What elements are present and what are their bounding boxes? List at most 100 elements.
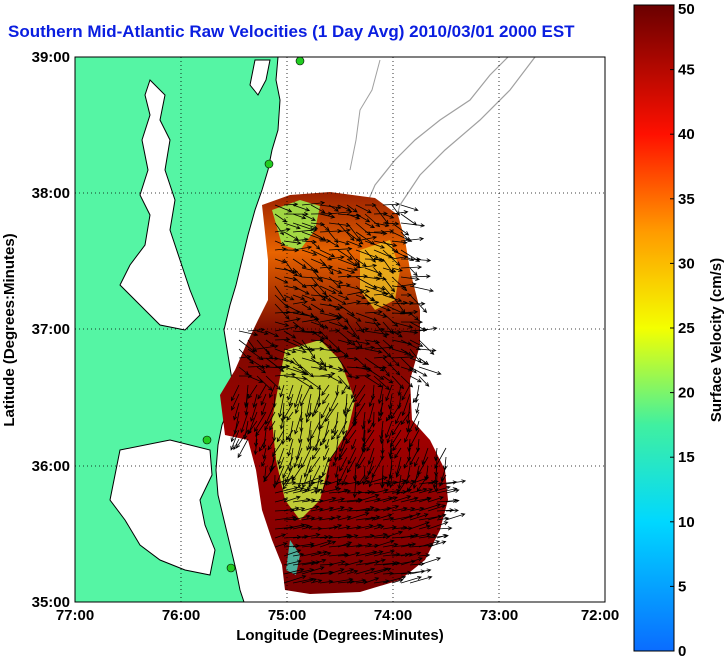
velocity-arrow	[445, 508, 460, 513]
velocity-arrow	[292, 488, 309, 494]
velocity-arrow	[320, 402, 330, 419]
velocity-arrow	[365, 465, 375, 481]
colorbar-tick-label: 10	[678, 514, 695, 531]
velocity-arrow	[339, 456, 348, 472]
velocity-arrow	[283, 575, 307, 584]
velocity-arrow	[436, 526, 453, 531]
velocity-arrow	[310, 231, 327, 241]
velocity-arrow	[385, 420, 393, 439]
velocity-arrow	[418, 553, 431, 558]
velocity-arrow	[323, 447, 330, 461]
velocity-arrow	[346, 249, 360, 266]
velocity-arrow	[409, 476, 430, 485]
velocity-arrow	[288, 393, 294, 407]
velocity-arrow	[257, 384, 267, 400]
velocity-arrow	[263, 465, 276, 483]
velocity-arrow	[319, 204, 342, 210]
velocity-arrow	[328, 204, 339, 212]
velocity-arrow	[319, 429, 330, 447]
velocity-arrow	[373, 240, 398, 248]
velocity-arrow	[310, 374, 333, 379]
velocity-arrow	[310, 240, 321, 250]
velocity-arrow	[412, 465, 420, 490]
velocity-arrow	[337, 579, 355, 584]
velocity-arrow	[382, 488, 401, 494]
velocity-arrow	[238, 330, 259, 337]
velocity-arrow	[346, 551, 361, 557]
velocity-arrow	[378, 402, 384, 417]
velocity-arrow	[364, 300, 380, 305]
velocity-arrow	[274, 348, 291, 356]
velocity-arrow	[301, 317, 320, 323]
velocity-arrow	[256, 366, 267, 374]
velocity-arrow	[292, 267, 303, 278]
velocity-arrow	[292, 258, 307, 269]
velocity-arrow	[320, 238, 331, 244]
velocity-arrow	[269, 384, 276, 399]
velocity-arrow	[427, 521, 449, 530]
velocity-arrow	[292, 348, 307, 354]
velocity-arrow	[306, 420, 312, 443]
velocity-arrow	[415, 402, 420, 414]
velocity-arrow	[269, 420, 276, 431]
velocity-arrow	[274, 476, 296, 485]
velocity-arrow	[283, 348, 297, 354]
velocity-arrow	[346, 300, 362, 305]
velocity-arrow	[299, 420, 304, 433]
velocity-arrow	[346, 267, 359, 272]
velocity-arrow	[337, 506, 354, 512]
velocity-arrow	[445, 488, 460, 494]
velocity-arrow	[400, 236, 425, 242]
velocity-arrow	[338, 447, 348, 461]
radar-station	[226, 563, 236, 573]
velocity-arrow	[292, 552, 305, 557]
chesapeake-bay	[119, 79, 201, 331]
y-tick-label: 37:00	[32, 321, 70, 338]
velocity-arrow	[366, 438, 375, 452]
velocity-arrow	[337, 525, 351, 530]
velocity-arrow	[279, 384, 285, 398]
velocity-arrow	[382, 366, 390, 377]
velocity-arrow	[328, 246, 353, 252]
velocity-arrow	[355, 345, 376, 350]
velocity-arrow	[258, 438, 267, 452]
velocity-arrow	[303, 456, 312, 478]
velocity-arrow	[373, 525, 385, 530]
velocity-arrow	[305, 393, 312, 419]
velocity-arrow	[319, 316, 342, 323]
velocity-arrow	[355, 506, 375, 512]
velocity-arrow	[311, 393, 321, 418]
velocity-arrow	[377, 384, 384, 405]
velocity-arrow	[346, 213, 361, 220]
velocity-arrow	[319, 551, 332, 557]
velocity-arrow	[382, 505, 400, 512]
velocity-arrow	[364, 516, 377, 521]
velocity-arrow	[292, 237, 309, 242]
velocity-arrow	[395, 411, 402, 425]
velocity-arrow	[231, 384, 240, 402]
velocity-arrow	[247, 339, 257, 353]
velocity-arrow	[392, 438, 402, 452]
velocity-arrow	[252, 393, 258, 409]
velocity-arrow	[319, 294, 333, 302]
velocity-arrow	[427, 504, 447, 512]
velocity-arrow	[409, 429, 420, 448]
velocity-arrow	[355, 204, 372, 214]
y-tick-label: 35:00	[32, 594, 70, 611]
velocity-arrow	[373, 303, 391, 312]
velocity-arrow	[400, 276, 420, 281]
velocity-arrow	[328, 348, 342, 353]
velocity-arrow	[436, 487, 458, 494]
velocity-arrow	[364, 339, 381, 344]
velocity-arrow	[310, 285, 326, 302]
velocity-arrow	[421, 447, 429, 466]
velocity-arrow	[364, 497, 382, 503]
velocity-arrow	[412, 393, 420, 404]
velocity-arrow	[283, 222, 301, 230]
velocity-arrow	[397, 384, 402, 397]
velocity-arrow	[337, 330, 356, 346]
velocity-arrow	[283, 543, 301, 549]
velocity-arrow	[355, 249, 379, 259]
velocity-arrow	[409, 513, 429, 521]
velocity-arrow	[391, 578, 404, 584]
